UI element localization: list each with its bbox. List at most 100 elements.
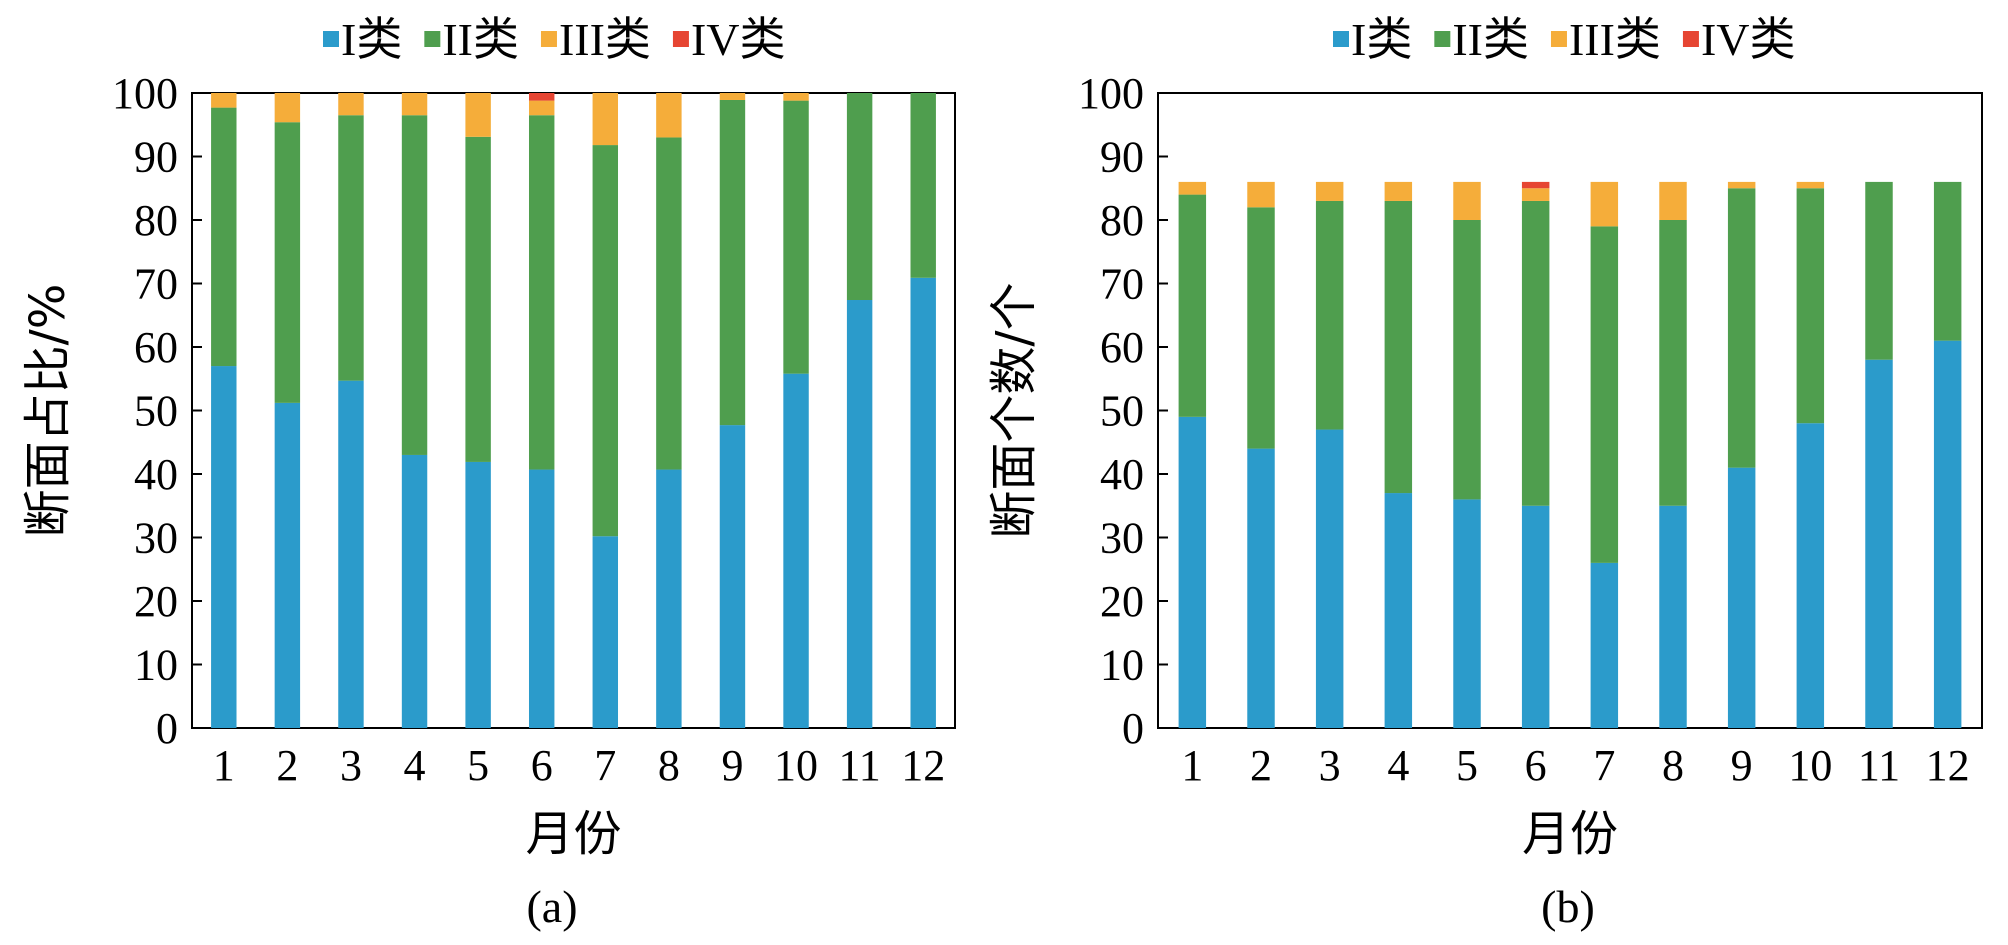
y-tick-label: 100: [112, 69, 178, 118]
legend-swatch-II: [1434, 31, 1451, 47]
legend-label-II: II类: [1452, 14, 1529, 65]
y-tick-label: 50: [1100, 387, 1144, 436]
bar-segment-III-month-1: [211, 93, 237, 108]
bar-segment-III-month-10: [1796, 181, 1825, 189]
x-tick-label: 5: [467, 741, 489, 790]
bar-segment-III-month-6: [528, 100, 555, 116]
bar-segment-II-month-8: [1659, 220, 1687, 506]
bar-segment-III-month-9: [719, 93, 746, 100]
x-tick-label: 3: [340, 741, 362, 790]
plot-frame: [191, 92, 956, 729]
bar-segment-III-month-7: [1590, 181, 1619, 227]
bar-segment-III-month-6: [1521, 188, 1550, 201]
x-tick-label: 4: [1387, 741, 1409, 790]
bar-segment-I-month-2: [1247, 448, 1275, 728]
bar-segment-I-month-4: [401, 454, 428, 728]
x-tick-label: 5: [1456, 741, 1478, 790]
bar-segment-II-month-12: [1933, 181, 1962, 341]
bar-segment-II-month-6: [1521, 200, 1550, 506]
x-tick-label: 4: [404, 741, 426, 790]
bar-segment-III-month-3: [1315, 181, 1344, 201]
legend-swatch-I: [1333, 31, 1349, 47]
x-tick-label: 9: [721, 741, 743, 790]
bar-segment-I-month-11: [1865, 359, 1893, 728]
bar-segment-III-month-8: [656, 93, 682, 138]
x-tick-label: 2: [1250, 741, 1272, 790]
y-tick-label: 40: [1100, 450, 1144, 499]
bar-segment-III-month-3: [338, 93, 364, 116]
x-tick-label: 9: [1731, 741, 1753, 790]
bar-segment-III-month-5: [1453, 181, 1481, 220]
bar-segment-II-month-1: [1178, 194, 1207, 417]
bar-segment-II-month-4: [1384, 200, 1413, 494]
legend-label-II: II类: [442, 14, 519, 65]
y-tick-label: 30: [1100, 514, 1144, 563]
x-tick-label: 3: [1319, 741, 1341, 790]
bar-segment-III-month-2: [1247, 181, 1275, 208]
y-tick-label: 70: [134, 260, 178, 309]
y-tick-label: 80: [134, 196, 178, 245]
bar-segment-III-month-10: [783, 93, 809, 101]
legend-label-IV: IV类: [1701, 14, 1796, 65]
bar-segment-I-month-8: [1659, 505, 1687, 728]
bar-segment-II-month-3: [1315, 200, 1344, 430]
bar-segment-II-month-10: [1796, 188, 1825, 424]
bar-segment-I-month-9: [719, 425, 746, 728]
bar-segment-III-month-7: [592, 93, 619, 146]
bar-segment-I-month-1: [211, 366, 237, 728]
bar-segment-II-month-2: [274, 122, 301, 403]
bar-segment-III-month-4: [1384, 181, 1413, 201]
y-tick-label: 0: [1122, 704, 1144, 753]
legend-label-I: I类: [341, 14, 402, 65]
bar-segment-I-month-12: [1933, 340, 1962, 728]
legend-swatch-IV: [672, 31, 689, 47]
legend-label-III: III类: [1569, 14, 1661, 65]
legend-swatch-III: [540, 31, 557, 47]
x-tick-label: 2: [276, 741, 298, 790]
bar-segment-I-month-10: [783, 373, 809, 728]
bar-segment-II-month-4: [401, 115, 428, 455]
y-tick-label: 70: [1100, 260, 1144, 309]
bar-segment-II-month-7: [1590, 226, 1619, 563]
bar-segment-IV-month-6: [1521, 181, 1550, 189]
bar-segment-II-month-9: [1727, 188, 1756, 468]
bar-segment-II-month-1: [211, 107, 237, 367]
bar-segment-II-month-7: [592, 145, 619, 537]
bar-segment-II-month-12: [910, 93, 936, 278]
bar-segment-I-month-2: [274, 402, 301, 728]
bar-segment-I-month-6: [1521, 505, 1550, 728]
x-tick-label: 1: [213, 741, 235, 790]
bar-segment-I-month-3: [1315, 429, 1344, 728]
bar-segment-I-month-12: [910, 277, 936, 728]
y-axis-title: 断面占比/%: [20, 284, 76, 538]
y-tick-label: 30: [134, 514, 178, 563]
legend-swatch-I: [323, 31, 339, 47]
bar-segment-IV-month-6: [528, 93, 555, 101]
legend-label-I: I类: [1351, 14, 1412, 65]
y-tick-label: 60: [134, 323, 178, 372]
y-tick-label: 80: [1100, 196, 1144, 245]
bar-segment-I-month-9: [1727, 467, 1756, 728]
bar-segment-I-month-6: [528, 469, 555, 728]
bar-segment-III-month-2: [274, 93, 301, 123]
x-tick-label: 11: [1858, 741, 1900, 790]
y-tick-label: 10: [134, 641, 178, 690]
bar-segment-I-month-5: [465, 461, 491, 728]
bar-segment-I-month-5: [1453, 499, 1481, 728]
panel-caption: (a): [526, 881, 577, 932]
bar-segment-I-month-1: [1178, 416, 1207, 728]
bar-segment-III-month-8: [1659, 181, 1687, 220]
y-tick-label: 20: [134, 577, 178, 626]
bar-segment-III-month-9: [1727, 181, 1756, 189]
x-tick-label: 11: [838, 741, 880, 790]
x-tick-label: 7: [1593, 741, 1615, 790]
bar-segment-II-month-6: [528, 115, 555, 470]
bar-segment-II-month-5: [1453, 220, 1481, 500]
y-tick-label: 20: [1100, 577, 1144, 626]
x-tick-label: 8: [1662, 741, 1684, 790]
y-axis-title: 断面个数/个: [986, 282, 1042, 538]
y-tick-label: 50: [134, 387, 178, 436]
x-tick-label: 1: [1181, 741, 1203, 790]
